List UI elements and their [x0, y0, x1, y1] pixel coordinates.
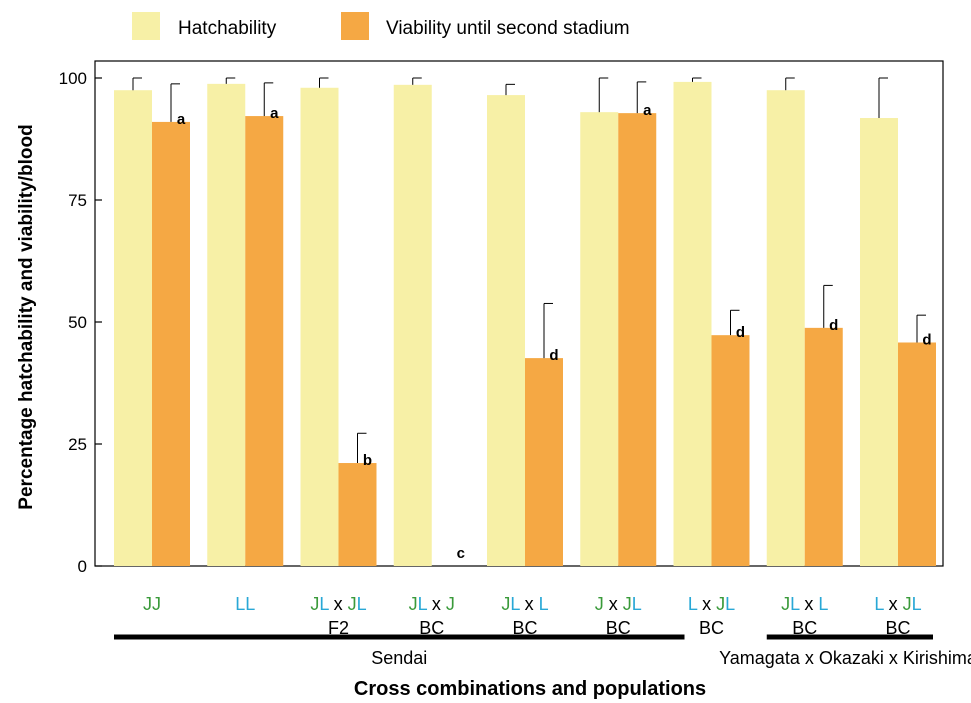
x-tick-label-part: L — [418, 594, 428, 614]
significance-label: a — [177, 111, 186, 128]
bar-viability — [804, 327, 843, 566]
legend-label-viability: Viability until second stadium — [386, 18, 630, 39]
significance-label: a — [270, 105, 279, 122]
x-tick-label-part: L — [357, 594, 367, 614]
bar-viability — [711, 335, 750, 566]
y-axis: 0 25 50 75 100 — [59, 69, 102, 576]
x-tick-label-part: J — [716, 594, 725, 614]
legend-swatch-viability — [341, 12, 369, 40]
x-tick-label-part: L — [874, 594, 884, 614]
x-tick-label-part: J — [623, 594, 632, 614]
x-tick-label-part: x — [604, 594, 623, 614]
x-tick-label-part: J — [143, 594, 152, 614]
bar-viability — [245, 116, 284, 567]
x-tick-label-part: L — [790, 594, 800, 614]
x-tick-sublabel: BC — [606, 618, 631, 638]
x-tick-label: L x JL — [874, 594, 921, 614]
legend-label-hatchability: Hatchability — [178, 18, 277, 39]
x-tick-label-part: L — [818, 594, 828, 614]
bar-hatchability — [393, 84, 432, 566]
x-tick-sublabel: BC — [792, 618, 817, 638]
bar-hatchability — [207, 83, 246, 566]
bar-viability — [338, 463, 377, 566]
population-label: Yamagata x Okazaki x Kirishima — [719, 648, 971, 668]
x-tick-label-part: x — [329, 594, 348, 614]
significance-label: a — [643, 102, 652, 119]
bars: a a b c d a d d d — [114, 77, 936, 567]
x-tick-label-part: x — [697, 594, 716, 614]
x-tick-label-part: J — [310, 594, 319, 614]
bar-hatchability — [580, 112, 619, 566]
legend-swatch-hatchability — [132, 12, 160, 40]
x-tick-label-part: J — [152, 594, 161, 614]
x-tick-label-part: x — [427, 594, 446, 614]
x-tick-label: JL x L — [781, 594, 828, 614]
significance-label: d — [736, 324, 745, 341]
x-tick-label: JL x JL — [310, 594, 366, 614]
significance-label: b — [363, 452, 372, 469]
y-tick-label: 0 — [78, 557, 87, 576]
bar-viability — [898, 342, 936, 566]
x-tick-label-part: L — [235, 594, 245, 614]
x-tick-label: JJ — [143, 594, 161, 614]
bar-viability — [152, 121, 190, 567]
x-tick-label: LL — [235, 594, 255, 614]
bar-hatchability — [114, 90, 152, 566]
x-tick-label-part: L — [725, 594, 735, 614]
x-tick-label: JL x L — [501, 594, 548, 614]
significance-label: d — [922, 331, 931, 348]
bar-hatchability — [860, 118, 898, 567]
y-tick-label: 75 — [68, 191, 87, 210]
x-tick-sublabel: BC — [885, 618, 910, 638]
x-tick-label-part: J — [446, 594, 455, 614]
x-tick-label-part: J — [903, 594, 912, 614]
x-tick-label: J x JL — [595, 594, 642, 614]
x-tick-sublabel: BC — [699, 618, 724, 638]
x-tick-label-part: J — [501, 594, 510, 614]
x-tick-label-part: L — [319, 594, 329, 614]
bar-hatchability — [487, 95, 525, 566]
significance-label: c — [457, 545, 465, 562]
x-tick-label-part: L — [245, 594, 255, 614]
significance-label: d — [829, 317, 838, 334]
bar-viability — [525, 358, 563, 566]
x-tick-sublabel: F2 — [328, 618, 349, 638]
y-axis-title: Percentage hatchability and viability/bl… — [16, 124, 37, 509]
bar-viability — [618, 113, 657, 567]
x-tick-label-part: J — [409, 594, 418, 614]
legend: Hatchability Viability until second stad… — [132, 12, 630, 40]
y-tick-label: 100 — [59, 69, 87, 88]
bar-hatchability — [300, 87, 339, 566]
bar-hatchability — [766, 90, 805, 566]
bar-hatchability — [673, 81, 712, 567]
population-brackets: Sendai Yamagata x Okazaki x Kirishima — [114, 634, 971, 668]
x-axis-title: Cross combinations and populations — [354, 678, 706, 700]
x-tick-label: JL x J — [409, 594, 455, 614]
x-tick-label-part: L — [688, 594, 698, 614]
x-tick-label-part: L — [510, 594, 520, 614]
y-tick-label: 50 — [68, 313, 87, 332]
x-tick-label-part: x — [520, 594, 539, 614]
x-tick-label-part: x — [799, 594, 818, 614]
x-tick-label-part: L — [632, 594, 642, 614]
x-tick-label-part: L — [539, 594, 549, 614]
x-tick-label-part: L — [912, 594, 922, 614]
x-tick-label-part: x — [884, 594, 903, 614]
x-tick-sublabel: BC — [419, 618, 444, 638]
y-tick-label: 25 — [68, 435, 87, 454]
x-tick-label: L x JL — [688, 594, 735, 614]
significance-label: d — [549, 347, 558, 364]
x-tick-label-part: J — [348, 594, 357, 614]
x-tick-label-part: J — [781, 594, 790, 614]
population-label: Sendai — [371, 648, 427, 668]
x-tick-sublabel: BC — [512, 618, 537, 638]
x-tick-label-part: J — [595, 594, 604, 614]
